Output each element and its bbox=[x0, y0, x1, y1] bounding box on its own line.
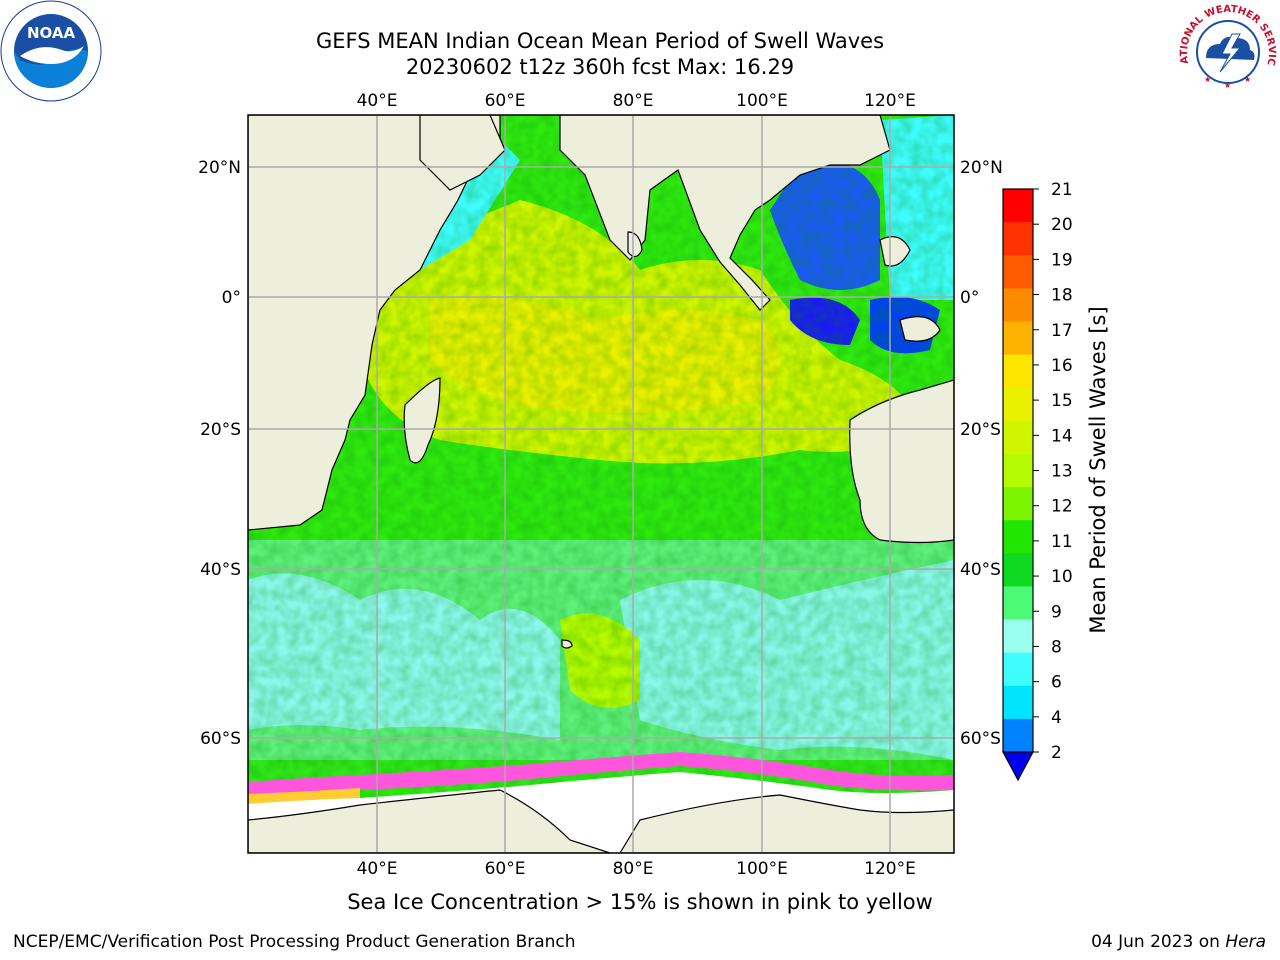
colorbar-tick-label: 16 bbox=[1051, 356, 1073, 376]
lon-tick-label: 40°E bbox=[357, 91, 398, 111]
colorbar-tick-label: 14 bbox=[1051, 426, 1073, 446]
colorbar-segment bbox=[1003, 288, 1033, 322]
colorbar-segment bbox=[1003, 619, 1033, 654]
lon-labels-top: 40°E 60°E 80°E 100°E 120°E bbox=[357, 91, 916, 111]
colorbar-segment bbox=[1003, 586, 1033, 621]
colorbar-segment bbox=[1003, 652, 1033, 687]
colorbar-tick-label: 6 bbox=[1051, 673, 1062, 693]
lat-tick-label: 0° bbox=[222, 288, 241, 308]
svg-text:★: ★ bbox=[1204, 75, 1211, 84]
lon-tick-label: 40°E bbox=[357, 859, 398, 879]
chart-subtitle: 20230602 t12z 360h fcst Max: 16.29 bbox=[405, 55, 795, 79]
colorbar-tick-label: 9 bbox=[1051, 602, 1062, 622]
lat-tick-label: 60°S bbox=[960, 729, 1001, 749]
colorbar-segment bbox=[1003, 387, 1033, 422]
lat-tick-label: 20°S bbox=[960, 420, 1001, 440]
lat-labels-right: 20°N 0° 20°S 40°S 60°S bbox=[960, 158, 1003, 749]
lat-tick-label: 20°N bbox=[960, 158, 1003, 178]
lat-tick-label: 40°S bbox=[200, 560, 241, 580]
colorbar-tick-label: 8 bbox=[1051, 637, 1062, 657]
noaa-logo: NOAA bbox=[0, 0, 102, 102]
colorbar-tick-label: 21 bbox=[1051, 180, 1073, 200]
svg-text:★: ★ bbox=[1244, 75, 1251, 84]
colorbar-tick-label: 12 bbox=[1051, 497, 1073, 517]
lat-tick-label: 60°S bbox=[200, 729, 241, 749]
colorbar-segment bbox=[1003, 553, 1033, 587]
lon-tick-label: 120°E bbox=[864, 91, 916, 111]
colorbar-segment bbox=[1003, 354, 1033, 389]
lon-tick-label: 100°E bbox=[736, 91, 788, 111]
colorbar-segment bbox=[1003, 420, 1033, 455]
colorbar-tick-label: 18 bbox=[1051, 286, 1073, 306]
lat-tick-label: 0° bbox=[960, 288, 979, 308]
map-frame bbox=[247, 114, 955, 854]
credit-left: NCEP/EMC/Verification Post Processing Pr… bbox=[13, 932, 576, 952]
colorbar-segment bbox=[1003, 520, 1033, 554]
colorbar-segment bbox=[1003, 487, 1033, 521]
lat-tick-label: 40°S bbox=[960, 560, 1001, 580]
svg-text:★: ★ bbox=[1224, 81, 1231, 90]
colorbar-segment bbox=[1003, 718, 1033, 753]
chart-title: GEFS MEAN Indian Ocean Mean Period of Sw… bbox=[315, 29, 885, 53]
credit-date: 04 Jun 2023 on bbox=[1091, 932, 1226, 952]
credit-machine: Hera bbox=[1225, 932, 1266, 952]
noaa-logo-text: NOAA bbox=[27, 24, 76, 42]
colorbar-tick-label: 4 bbox=[1051, 708, 1062, 728]
lon-labels-bottom: 40°E 60°E 80°E 100°E 120°E bbox=[357, 859, 916, 879]
lon-tick-label: 80°E bbox=[613, 91, 654, 111]
colorbar-segment bbox=[1003, 255, 1033, 289]
colorbar-segment bbox=[1003, 189, 1033, 223]
colorbar-tick-label: 13 bbox=[1051, 462, 1073, 482]
colorbar-tick-label: 11 bbox=[1051, 532, 1073, 552]
colorbar: 21 20 19 18 17 16 15 14 13 12 11 10 9 8 6 4 2 bbox=[1001, 180, 1073, 782]
lat-tick-label: 20°S bbox=[200, 420, 241, 440]
colorbar-tick-label: 19 bbox=[1051, 250, 1073, 270]
lon-tick-label: 100°E bbox=[736, 859, 788, 879]
colorbar-tick-label: 15 bbox=[1051, 391, 1073, 411]
colorbar-under-arrow bbox=[1001, 751, 1035, 782]
lon-tick-label: 60°E bbox=[485, 859, 526, 879]
colorbar-tick-label: 20 bbox=[1051, 215, 1073, 235]
colorbar-segment bbox=[1003, 321, 1033, 356]
colorbar-tick-label: 17 bbox=[1051, 321, 1073, 341]
lon-tick-label: 120°E bbox=[864, 859, 916, 879]
sea-ice-note: Sea Ice Concentration > 15% is shown in … bbox=[347, 890, 933, 914]
colorbar-segment bbox=[1003, 222, 1033, 256]
colorbar-segment bbox=[1003, 685, 1033, 720]
lon-tick-label: 60°E bbox=[485, 91, 526, 111]
credit-right: 04 Jun 2023 on Hera bbox=[1091, 932, 1266, 952]
nws-logo: NATIONAL WEATHER SERVICE ★ ★ ★ bbox=[1176, 0, 1278, 102]
lat-tick-label: 20°N bbox=[198, 158, 241, 178]
graticule bbox=[248, 115, 954, 853]
lon-tick-label: 80°E bbox=[613, 859, 654, 879]
colorbar-tick-label: 10 bbox=[1051, 567, 1073, 587]
colorbar-tick-label: 2 bbox=[1051, 743, 1062, 763]
map-field bbox=[248, 115, 954, 853]
colorbar-label: Mean Period of Swell Waves [s] bbox=[1086, 306, 1110, 633]
lat-labels-left: 20°N 0° 20°S 40°S 60°S bbox=[198, 158, 241, 749]
colorbar-segment bbox=[1003, 453, 1033, 488]
